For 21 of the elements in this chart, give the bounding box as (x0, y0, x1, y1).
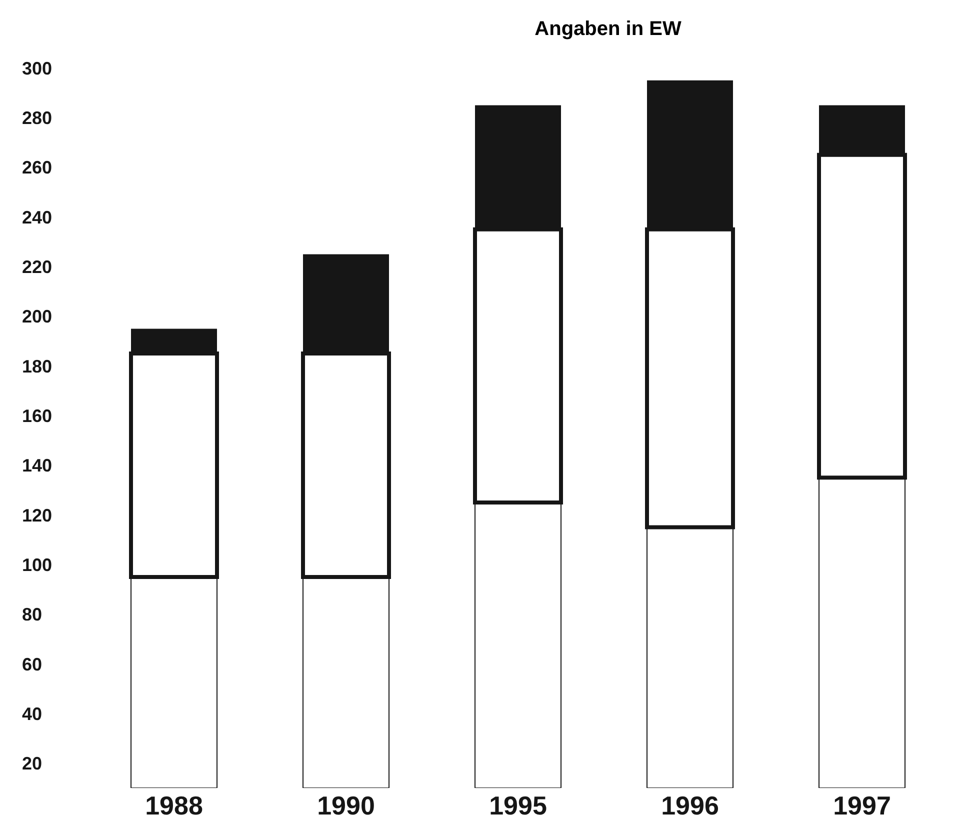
y-tick-label: 280 (22, 108, 52, 128)
x-tick-label: 1988 (145, 790, 203, 820)
y-tick-label: 20 (22, 754, 42, 774)
y-tick-label: 80 (22, 604, 42, 625)
y-tick-label: 180 (22, 356, 52, 376)
y-tick-label: 160 (22, 406, 52, 426)
y-tick-label: 140 (22, 456, 52, 476)
x-tick-label: 1995 (489, 790, 547, 820)
x-tick-label: 1990 (317, 790, 375, 820)
y-tick-label: 120 (22, 505, 52, 526)
x-tick-label: 1996 (661, 790, 719, 820)
y-tick-label: 220 (22, 257, 52, 278)
y-tick-label: 100 (22, 554, 52, 575)
y-tick-label: 300 (22, 58, 52, 78)
y-tick-label: 200 (22, 306, 52, 327)
y-tick-label: 260 (22, 158, 52, 178)
y-tick-label: 240 (22, 207, 52, 228)
chart-title: Angaben in EW (534, 18, 682, 41)
x-tick-label: 1997 (833, 790, 891, 820)
y-tick-label: 60 (22, 654, 42, 674)
y-tick-label: 40 (22, 704, 42, 724)
